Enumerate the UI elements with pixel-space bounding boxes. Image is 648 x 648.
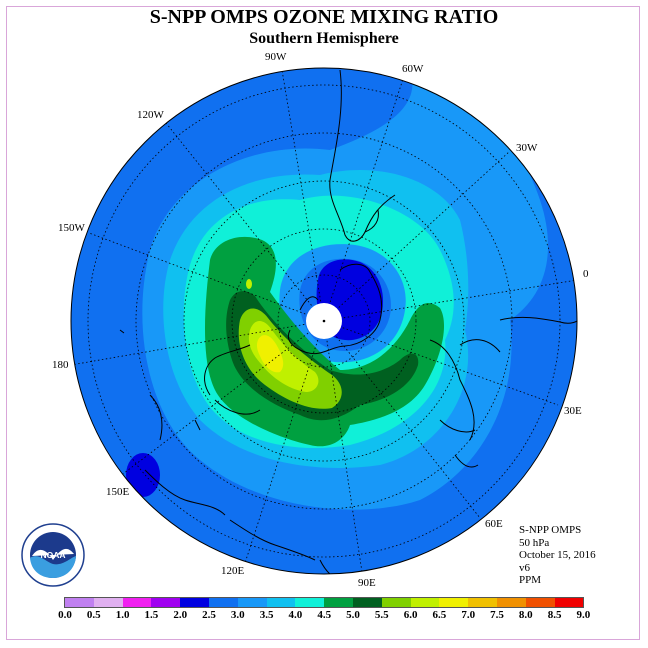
colorbar-tick-label: 2.0: [173, 609, 188, 621]
colorbar-swatch: [324, 598, 353, 607]
lon-label-180: 180: [52, 359, 69, 371]
colorbar-tick-label: 9.0: [576, 609, 591, 621]
info-date: October 15, 2016: [519, 549, 596, 561]
colorbar-swatch: [180, 598, 209, 607]
pole-point: [322, 319, 326, 323]
colorbar-swatch: [525, 598, 555, 607]
info-units: PPM: [519, 574, 542, 586]
colorbar-tick-label: 2.5: [202, 609, 216, 621]
colorbar-tick-label: 6.5: [432, 609, 447, 621]
info-version: v6: [519, 561, 530, 574]
colorbar-tick-label: 3.5: [259, 609, 274, 621]
colorbar-tick-label: 1.0: [115, 609, 130, 621]
colorbar-swatch: [352, 598, 382, 607]
colorbar-swatch: [381, 598, 411, 607]
lon-label-120e: 120E: [221, 565, 245, 577]
lon-label-60w: 60W: [402, 63, 424, 75]
lon-label-0: 0: [583, 268, 589, 280]
colorbar-tick-label: 0.0: [58, 609, 72, 621]
colorbar-swatch: [208, 598, 238, 607]
lon-label-150w: 150W: [58, 222, 85, 234]
info-instrument: S-NPP OMPS: [519, 524, 582, 536]
colorbar-tick-label: 8.5: [547, 609, 562, 621]
colorbar-tick-label: 3.0: [230, 609, 245, 621]
info-block: S-NPP OMPS 50 hPa October 15, 2016 v6 PP…: [519, 524, 596, 587]
colorbar-swatch: [122, 598, 152, 607]
map-title: S-NPP OMPS OZONE MIXING RATIO: [149, 6, 499, 28]
lon-label-150e: 150E: [106, 486, 130, 498]
lon-label-60e: 60E: [485, 518, 503, 530]
colorbar-tick-label: 4.0: [288, 609, 303, 621]
lon-label-90e: 90E: [358, 577, 376, 589]
lon-label-30w: 30W: [516, 142, 538, 154]
colorbar-swatch: [468, 598, 497, 607]
colorbar-tick-label: 1.5: [144, 609, 159, 621]
info-level: 50 hPa: [519, 536, 550, 549]
colorbar-tick-label: 5.0: [346, 609, 360, 621]
colorbar-ticks: 0.0 0.5 1.0 1.5 2.0 2.5 3.0 3.5 4.0 4.5 5.0 5.5 6.0 6…: [58, 609, 590, 623]
frame: [6, 6, 640, 640]
colorbar-tick-label: 8.0: [518, 609, 533, 621]
colorbar-tick-label: 5.5: [374, 609, 389, 621]
noaa-logo: NOAA: [21, 523, 85, 587]
colorbar-swatch: [65, 598, 94, 607]
colorbar-tick-label: 4.5: [317, 609, 332, 621]
noaa-logo-text: NOAA: [40, 550, 65, 560]
lon-label-90w: 90W: [265, 51, 287, 63]
colorbar: [64, 597, 585, 608]
colorbar-tick-label: 6.0: [403, 609, 418, 621]
colorbar-swatch: [295, 598, 325, 607]
lon-label-30e: 30E: [564, 405, 582, 417]
colorbar-swatch: [554, 598, 584, 607]
colorbar-swatch: [151, 598, 181, 607]
colorbar-swatch: [496, 598, 526, 607]
colorbar-tick-label: 0.5: [86, 609, 101, 621]
map-boundary: [70, 67, 578, 575]
map-subtitle: Southern Hemisphere: [249, 30, 399, 47]
colorbar-swatch: [237, 598, 267, 607]
colorbar-tick-label: 7.0: [461, 609, 476, 621]
colorbar-swatch: [410, 598, 440, 607]
ozone-patch-150w: [246, 279, 252, 289]
ozone-patch-150e: [126, 453, 160, 497]
coastlines: [119, 69, 577, 574]
ozone-core-6p5: [256, 335, 284, 373]
colorbar-swatch: [266, 598, 296, 607]
lon-label-120w: 120W: [137, 109, 164, 121]
colorbar-swatch: [439, 598, 469, 607]
colorbar-tick-label: 7.5: [490, 609, 504, 621]
colorbar-swatch: [93, 598, 123, 607]
graticule: [71, 69, 577, 573]
